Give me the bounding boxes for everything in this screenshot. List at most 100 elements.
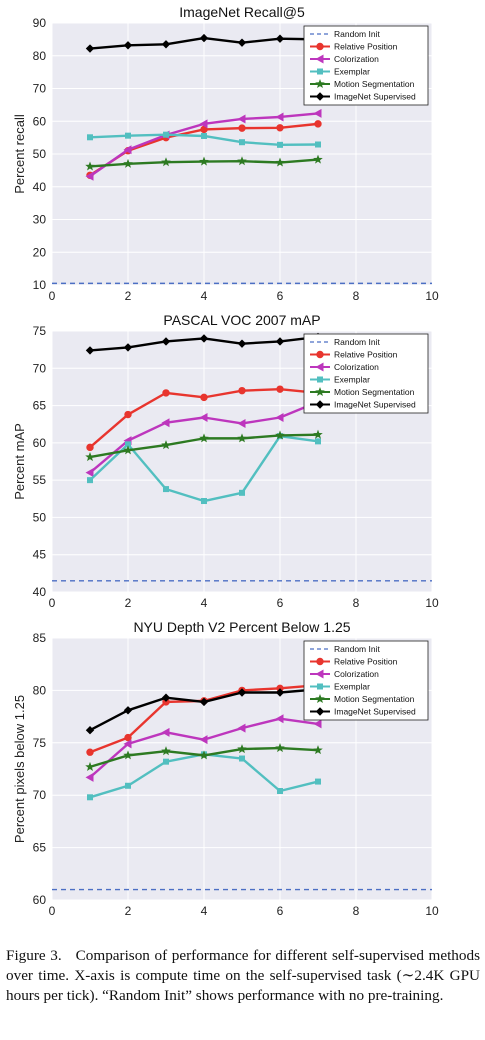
data-point [277, 141, 283, 148]
data-point [237, 418, 246, 428]
data-point [199, 750, 209, 760]
data-point [276, 385, 284, 393]
y-tick-label: 80 [33, 49, 47, 63]
chart-3: 0 2 4 6 8 10 60 65 70 75 80 85 NYU Depth V2 Percent … [12, 619, 439, 918]
legend-entry-imagenet-supervised: ImageNet Supervised [310, 707, 416, 717]
x-tick-label: 6 [277, 289, 284, 303]
y-tick-label: 65 [33, 841, 47, 855]
x-tick-label: 10 [425, 904, 439, 918]
data-point [237, 38, 247, 47]
data-point [86, 748, 94, 756]
legend-marker [315, 54, 324, 64]
data-point [315, 438, 321, 445]
data-point [85, 726, 95, 735]
legend-box [303, 25, 429, 106]
y-tick-label: 70 [33, 788, 47, 802]
legend-marker [315, 400, 325, 409]
data-point [87, 134, 93, 141]
data-point [313, 154, 323, 164]
data-point [123, 158, 133, 168]
legend-entry-colorization: Colorization [310, 362, 379, 372]
legend-marker [317, 376, 323, 383]
legend: Random Init Relative Position Colorization… [303, 640, 429, 721]
data-point [85, 161, 95, 171]
legend-label: ImageNet Supervised [334, 400, 416, 410]
y-axis-label: Percent pixels below 1.25 [12, 695, 27, 843]
data-point [199, 735, 208, 745]
data-point [277, 788, 283, 795]
legend-marker [315, 387, 325, 397]
legend-entry-motion-segmentation: Motion Segmentation [310, 387, 415, 397]
data-point [199, 33, 209, 43]
legend-label: Relative Position [334, 42, 398, 52]
legend-marker [316, 657, 324, 666]
data-point [199, 156, 209, 166]
legend-label: Exemplar [334, 67, 370, 77]
x-tick-label: 2 [125, 596, 132, 610]
y-tick-label: 45 [33, 548, 47, 562]
legend-label: ImageNet Supervised [334, 707, 416, 717]
data-point [199, 697, 209, 707]
x-tick-label: 0 [49, 904, 56, 918]
data-point [313, 745, 323, 755]
data-point [199, 119, 208, 129]
legend-label: Motion Segmentation [334, 694, 415, 704]
x-tick-label: 8 [353, 904, 360, 918]
chart-2: 0 2 4 6 8 10 40 45 50 55 60 65 70 75 PASCAL VOC 2007 m… [12, 312, 439, 610]
data-point [275, 337, 285, 346]
data-point [161, 418, 170, 428]
legend-label: Colorization [334, 54, 379, 64]
data-point [85, 346, 95, 355]
data-point [123, 343, 133, 352]
legend-marker [315, 694, 325, 704]
series-colorization [85, 714, 322, 782]
data-point [123, 739, 132, 749]
y-tick-label: 50 [33, 147, 47, 161]
data-point [87, 794, 93, 801]
y-tick-label: 30 [33, 213, 47, 227]
data-point [237, 114, 246, 124]
y-tick-label: 60 [33, 114, 47, 128]
y-tick-label: 75 [33, 736, 47, 750]
chart-title: ImageNet Recall@5 [179, 4, 305, 20]
data-point [161, 746, 171, 756]
y-tick-label: 70 [33, 361, 47, 375]
legend-marker [315, 79, 325, 89]
data-point [163, 758, 169, 765]
data-point [87, 477, 93, 484]
y-tick-label: 70 [33, 82, 47, 96]
data-point [85, 761, 95, 771]
data-point [85, 468, 94, 478]
x-tick-label: 4 [201, 596, 208, 610]
x-tick-label: 6 [277, 904, 284, 918]
legend-entry-relative-position: Relative Position [310, 657, 398, 667]
data-point [237, 339, 247, 348]
legend-label: Random Init [334, 644, 380, 654]
series-motion-segmentation [85, 154, 323, 171]
data-point [199, 334, 209, 343]
data-point [123, 706, 133, 715]
y-tick-label: 65 [33, 399, 47, 413]
y-tick-label: 50 [33, 510, 47, 524]
x-tick-label: 10 [425, 289, 439, 303]
data-point [239, 139, 245, 146]
y-tick-label: 60 [33, 436, 47, 450]
data-point [275, 157, 285, 167]
legend-entry-motion-segmentation: Motion Segmentation [310, 79, 415, 89]
legend-entry-exemplar: Exemplar [310, 682, 370, 692]
y-tick-label: 90 [33, 16, 47, 30]
legend-label: Random Init [334, 29, 380, 39]
y-tick-label: 85 [33, 631, 47, 645]
legend-entry-random-init: Random Init [310, 29, 380, 39]
data-point [201, 132, 207, 139]
data-point [275, 34, 285, 43]
data-point [315, 141, 321, 148]
legend-box [303, 640, 429, 721]
series-imagenet-supervised [85, 685, 323, 735]
legend-entry-exemplar: Exemplar [310, 375, 370, 385]
data-point [275, 688, 285, 697]
data-point [163, 486, 169, 493]
x-tick-label: 8 [353, 596, 360, 610]
legend-label: Relative Position [334, 657, 398, 667]
legend-label: Colorization [334, 362, 379, 372]
